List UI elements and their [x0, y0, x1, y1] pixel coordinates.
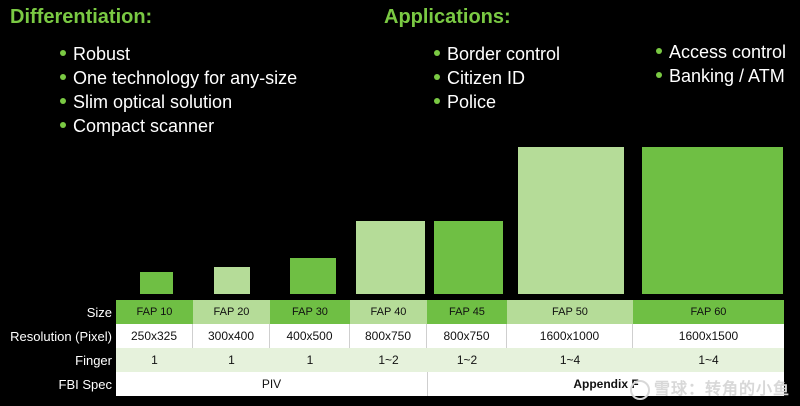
applications-list-1: Border control Citizen ID Police	[434, 42, 560, 114]
fbi-cell-piv: PIV	[116, 372, 428, 396]
finger-row-label: Finger	[75, 353, 112, 368]
finger-row: 1 1 1 1~2 1~2 1~4 1~4	[116, 348, 784, 372]
fbi-row: PIV Appendix F	[116, 372, 784, 396]
bullet-item: Robust	[60, 42, 297, 66]
bullet-item: Police	[434, 90, 560, 114]
bullet-item: Compact scanner	[60, 114, 297, 138]
finger-cell: 1~2	[378, 353, 399, 367]
bullet-dot-icon	[656, 48, 662, 55]
bullet-item: Citizen ID	[434, 66, 560, 90]
resolution-cell: 1600x1500	[678, 329, 739, 343]
applications-heading: Applications:	[384, 6, 511, 28]
bullet-item: Slim optical solution	[60, 90, 297, 114]
resolution-cell: 300x400	[193, 324, 270, 348]
size-cell: FAP 10	[116, 300, 193, 324]
size-cell: FAP 60	[633, 300, 784, 324]
fbi-cell-appendix: Appendix F	[573, 377, 639, 391]
finger-cell: 1~2	[456, 353, 478, 367]
resolution-cell: 400x500	[270, 324, 350, 348]
size-cell: FAP 40	[350, 300, 427, 324]
fap10-square	[140, 272, 173, 294]
size-row-label: Size	[86, 305, 112, 320]
differentiation-heading: Differentiation:	[10, 6, 153, 28]
bullet-dot-icon	[60, 122, 66, 129]
bullet-dot-icon	[60, 74, 66, 81]
differentiation-list: Robust One technology for any-size Slim …	[60, 42, 297, 138]
bullet-item: Access control	[656, 40, 786, 64]
finger-cell: 1	[151, 353, 158, 367]
fbi-row-label: FBI Spec	[58, 377, 112, 392]
resolution-row-label: Resolution (Pixel)	[10, 329, 112, 344]
size-cell: FAP 50	[507, 300, 633, 324]
fap60-square	[642, 147, 783, 294]
bullet-item: Banking / ATM	[656, 64, 786, 88]
watermark: 雪球：转角的小鱼	[629, 375, 790, 400]
resolution-cell: 800x750	[427, 324, 507, 348]
resolution-cell: 250x325	[116, 324, 193, 348]
finger-cell: 1~4	[698, 353, 719, 367]
bullet-dot-icon	[656, 72, 662, 79]
size-cell: FAP 20	[193, 300, 270, 324]
bullet-item: One technology for any-size	[60, 66, 297, 90]
fap40-square	[356, 221, 425, 294]
fap45-square	[434, 221, 503, 294]
finger-cell: 1	[228, 353, 235, 367]
finger-cell: 1	[306, 353, 314, 367]
fap20-square	[214, 267, 250, 294]
fap50-square	[518, 147, 624, 294]
bullet-item: Border control	[434, 42, 560, 66]
size-cell: FAP 30	[270, 300, 350, 324]
resolution-cell: 800x750	[350, 324, 427, 348]
bullet-dot-icon	[434, 50, 440, 57]
size-row: FAP 10 FAP 20 FAP 30 FAP 40 FAP 45 FAP 5…	[116, 300, 784, 324]
size-cell: FAP 45	[427, 300, 507, 324]
bullet-dot-icon	[60, 98, 66, 105]
applications-list-2: Access control Banking / ATM	[656, 40, 786, 88]
resolution-row: 250x325 300x400 400x500 800x750 800x750 …	[116, 324, 784, 348]
bullet-dot-icon	[434, 98, 440, 105]
bullet-dot-icon	[60, 50, 66, 57]
fap30-square	[290, 258, 336, 294]
bullet-dot-icon	[434, 74, 440, 81]
resolution-cell: 1600x1000	[507, 324, 633, 348]
finger-cell: 1~4	[559, 353, 581, 367]
watermark-logo-icon	[629, 380, 650, 400]
